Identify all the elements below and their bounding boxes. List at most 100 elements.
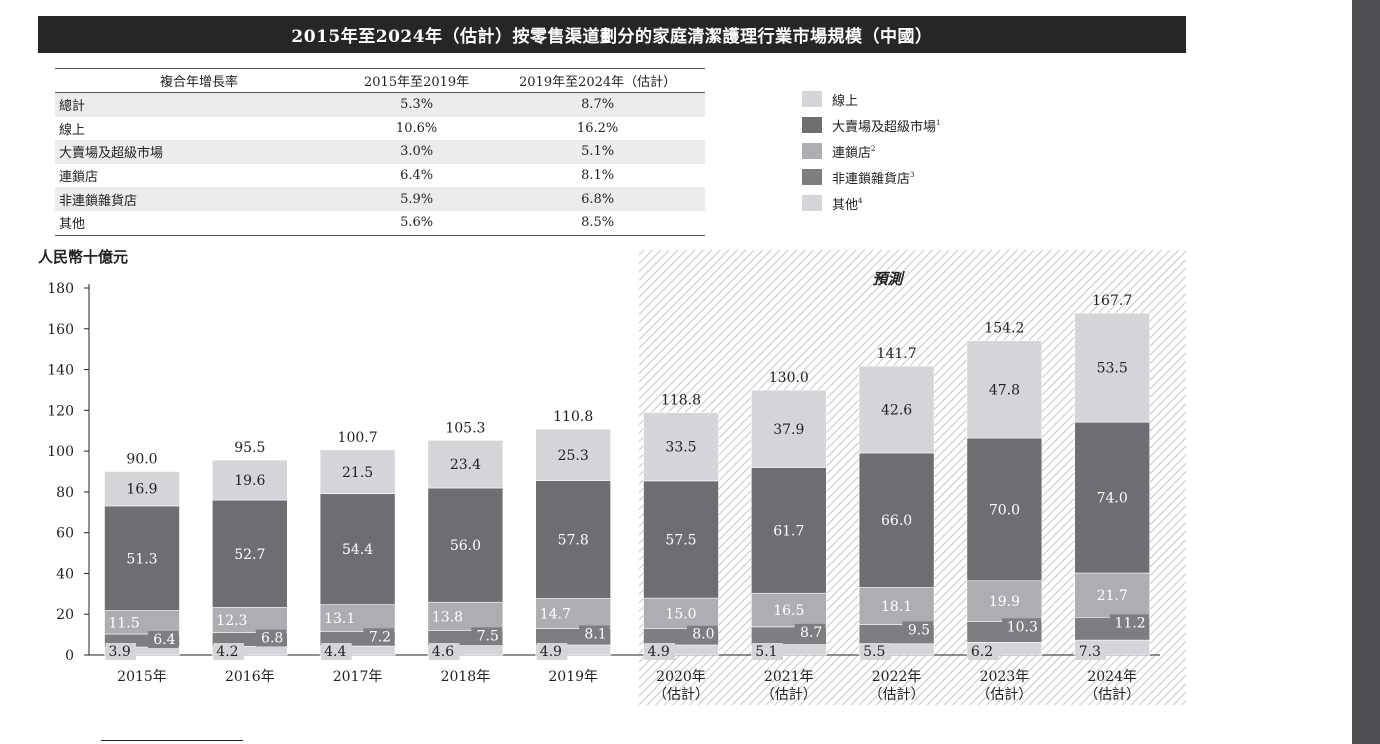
legend-swatch	[802, 169, 822, 185]
x-tick-label: 2020年	[656, 669, 706, 685]
svg-text:11.5: 11.5	[109, 615, 140, 631]
svg-text:18.1: 18.1	[881, 599, 912, 615]
data-label: 10.3	[1002, 618, 1041, 636]
svg-text:25.3: 25.3	[558, 448, 589, 464]
svg-text:42.6: 42.6	[881, 403, 912, 419]
data-label: 12.3	[216, 613, 247, 629]
bar-segment	[966, 437, 1043, 582]
legend-label: 連鎖店	[832, 145, 872, 161]
x-tick-label: 2023年	[980, 669, 1030, 685]
data-label: 51.3	[126, 551, 157, 567]
row-label: 大賣場及超級市場	[55, 140, 343, 164]
data-label: 54.4	[342, 542, 373, 558]
data-label: 56.0	[450, 538, 481, 554]
legend-item-others: 其他 4	[802, 190, 940, 216]
row-value-b: 6.8%	[490, 187, 705, 211]
legend-footnote-marker: 2	[871, 145, 876, 153]
svg-text:8.7: 8.7	[800, 625, 822, 641]
bar-total-label: 90.0	[126, 452, 157, 468]
svg-text:23.4: 23.4	[450, 457, 481, 473]
svg-text:7.2: 7.2	[369, 629, 391, 645]
data-label: 7.2	[363, 628, 395, 646]
data-label: 23.4	[450, 457, 481, 473]
data-label: 21.7	[1097, 588, 1128, 604]
data-label: 4.6	[428, 643, 460, 660]
data-label: 53.5	[1097, 361, 1128, 377]
data-label: 8.1	[579, 625, 610, 643]
data-label: 25.3	[558, 448, 589, 464]
y-axis: 0 20 40 60 80 100 120 140 160 180	[47, 281, 1160, 664]
viewer-scrollbar-panel[interactable]	[1352, 0, 1380, 744]
data-label: 16.9	[126, 482, 157, 498]
svg-text:53.5: 53.5	[1097, 361, 1128, 377]
data-label: 16.5	[773, 603, 804, 619]
data-label: 4.2	[213, 643, 244, 660]
x-tick-sublabel: （估計）	[976, 687, 1032, 703]
svg-text:21.5: 21.5	[342, 465, 373, 481]
legend-label: 其他	[832, 197, 859, 213]
data-label: 13.8	[432, 609, 463, 625]
x-tick-label: 2015年	[117, 669, 167, 685]
data-label: 18.1	[881, 599, 912, 615]
legend-footnote-marker: 1	[936, 119, 941, 127]
legend-footnote-marker: 4	[858, 197, 863, 205]
bar-segment	[750, 467, 827, 594]
legend-item-hypermarkets: 大賣場及超級市場 1	[802, 112, 940, 138]
stacked-bar-chart: 預測 0 20 40 60 80 100 120 140 160 180 3.9 6.4 11.5 51…	[47, 250, 1186, 705]
svg-text:6.4: 6.4	[153, 632, 175, 648]
svg-text:12.3: 12.3	[216, 613, 247, 629]
x-tick-sublabel: （估計）	[653, 687, 709, 703]
table-row: 連鎖店 6.4% 8.1%	[55, 164, 705, 188]
svg-text:7.3: 7.3	[1079, 644, 1101, 660]
svg-text:4.9: 4.9	[648, 644, 670, 660]
table-row: 總計 5.3% 8.7%	[55, 92, 705, 117]
bar-segment	[858, 365, 935, 454]
legend-swatch	[802, 195, 822, 211]
svg-text:74.0: 74.0	[1097, 491, 1128, 507]
svg-text:56.0: 56.0	[450, 538, 481, 554]
data-label: 6.8	[255, 629, 287, 647]
legend-item-chain-stores: 連鎖店 2	[802, 138, 940, 164]
data-label: 42.6	[881, 403, 912, 419]
table-row: 大賣場及超級市場 3.0% 5.1%	[55, 140, 705, 164]
bar-total-label: 100.7	[338, 430, 378, 446]
svg-text:4.4: 4.4	[324, 644, 346, 660]
svg-text:10.3: 10.3	[1007, 619, 1038, 635]
bar-segment	[212, 459, 288, 501]
bar-segment	[427, 601, 504, 631]
bar-segment	[750, 592, 827, 628]
svg-text:70.0: 70.0	[989, 502, 1020, 518]
bar-segment	[212, 499, 288, 608]
bar-series: 3.9 6.4 11.5 51.3 16.9 90.0 4.2 6.8 12.3 52.7 19.6…	[104, 293, 1150, 660]
row-value-a: 5.6%	[343, 210, 491, 236]
data-label: 8.7	[794, 623, 826, 641]
cagr-table-header: 複合年增長率 2015年至2019年 2019年至2024年（估計）	[55, 68, 705, 93]
bar-segment	[535, 480, 612, 599]
svg-text:9.5: 9.5	[908, 622, 930, 638]
data-label: 57.8	[558, 533, 589, 549]
data-label: 4.4	[321, 643, 352, 660]
row-label: 線上	[59, 122, 86, 138]
table-row: 非連鎖雜貨店 5.9% 6.8%	[55, 187, 705, 211]
data-label: 14.7	[540, 607, 571, 623]
x-tick-sublabel: （估計）	[869, 687, 925, 703]
row-value-b: 5.1%	[490, 140, 705, 164]
x-tick-sublabel: （估計）	[1084, 687, 1140, 703]
data-label: 7.3	[1075, 643, 1107, 660]
row-label: 總計	[55, 92, 343, 117]
x-tick-label: 2022年	[872, 669, 922, 685]
svg-text:66.0: 66.0	[881, 513, 912, 529]
svg-text:54.4: 54.4	[342, 542, 373, 558]
x-tick-label: 2019年	[548, 669, 598, 685]
row-label: 連鎖店	[59, 170, 99, 186]
data-label: 3.9	[105, 643, 137, 660]
chart-legend: 線上 大賣場及超級市場 1 連鎖店 2 非連鎖雜貨店 3 其他 4	[802, 86, 940, 216]
data-label: 19.6	[234, 473, 265, 489]
x-tick-label: 2018年	[441, 669, 491, 685]
x-tick-label: 2016年	[225, 669, 275, 685]
x-tick-label: 2024年	[1087, 669, 1137, 685]
data-label: 57.5	[665, 532, 696, 548]
data-label: 19.9	[989, 594, 1020, 610]
table-row: 線上 10.6% 16.2%	[55, 117, 705, 141]
data-label: 33.5	[665, 440, 696, 456]
